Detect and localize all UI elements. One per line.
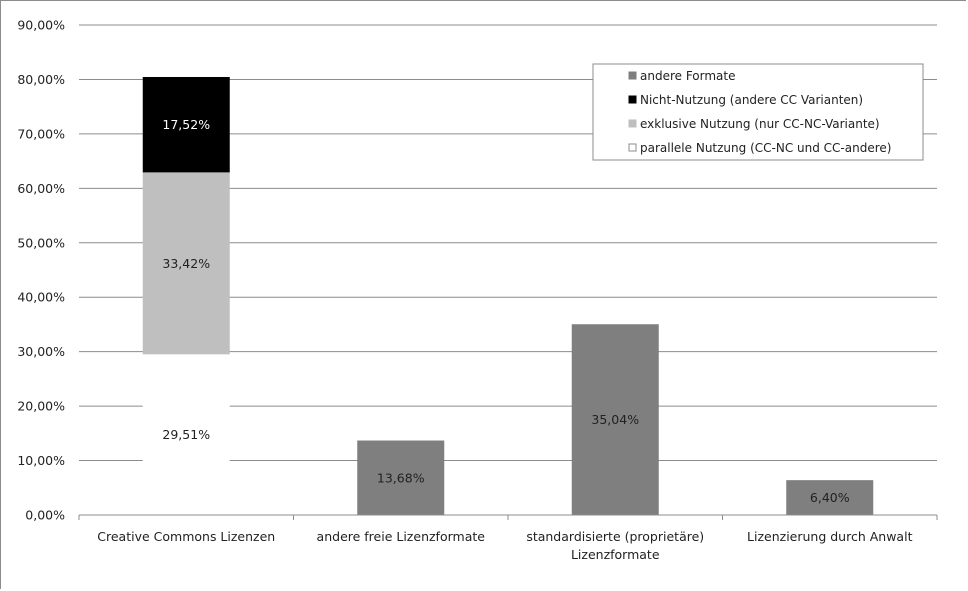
- bar-segment: [142, 354, 230, 515]
- legend-swatch: [628, 143, 637, 152]
- y-tick-label: 30,00%: [17, 344, 65, 359]
- y-tick-label: 0,00%: [25, 508, 65, 523]
- legend-entry-label: Nicht-Nutzung (andere CC Varianten): [640, 93, 863, 107]
- y-tick-label: 50,00%: [17, 235, 65, 250]
- y-tick-label: 70,00%: [17, 126, 65, 141]
- bar-segment: [357, 440, 445, 515]
- legend-entry-label: parallele Nutzung (CC-NC und CC-andere): [640, 141, 891, 155]
- data-label: 17,52%: [162, 117, 210, 132]
- bar-segment: [142, 76, 230, 173]
- legend: andere Formate Nicht-Nutzung (andere CC V…: [592, 63, 924, 161]
- y-tick-label: 80,00%: [17, 72, 65, 87]
- y-tick-label: 20,00%: [17, 399, 65, 414]
- x-category-label: standardisierte (proprietäre): [526, 529, 704, 544]
- data-label: 13,68%: [377, 470, 425, 485]
- legend-entry-label: exklusive Nutzung (nur CC-NC-Variante): [640, 117, 880, 131]
- y-tick-label: 40,00%: [17, 290, 65, 305]
- legend-swatch: [628, 71, 637, 80]
- y-tick-label: 60,00%: [17, 181, 65, 196]
- bar-segment: [571, 324, 659, 515]
- legend-swatch: [628, 119, 637, 128]
- data-label: 33,42%: [162, 256, 210, 271]
- x-category-label: andere freie Lizenzformate: [317, 529, 486, 544]
- bars: 29,51% 33,42% 17,52% 13,68% 35,04% 6,40%: [142, 76, 874, 515]
- data-label: 35,04%: [591, 412, 639, 427]
- y-tick-label: 90,00%: [17, 18, 65, 33]
- x-axis: [78, 514, 938, 520]
- y-tick-label: 10,00%: [17, 453, 65, 468]
- legend-entry-label: andere Formate: [640, 69, 736, 83]
- legend-box: [592, 63, 924, 161]
- x-category-label: Lizenzierung durch Anwalt: [747, 529, 913, 544]
- x-category-label: Lizenzformate: [571, 547, 660, 562]
- y-axis-tick-labels: 0,00% 10,00% 20,00% 30,00% 40,00% 50,00% 60,00…: [17, 18, 65, 523]
- legend-swatch: [628, 95, 637, 104]
- bar-segment: [786, 480, 874, 515]
- x-axis-category-labels: Creative Commons Lizenzen andere freie Li…: [97, 529, 912, 562]
- bar-segment: [142, 172, 230, 355]
- x-category-label: Creative Commons Lizenzen: [97, 529, 275, 544]
- data-label: 6,40%: [810, 490, 850, 505]
- data-label: 29,51%: [162, 427, 210, 442]
